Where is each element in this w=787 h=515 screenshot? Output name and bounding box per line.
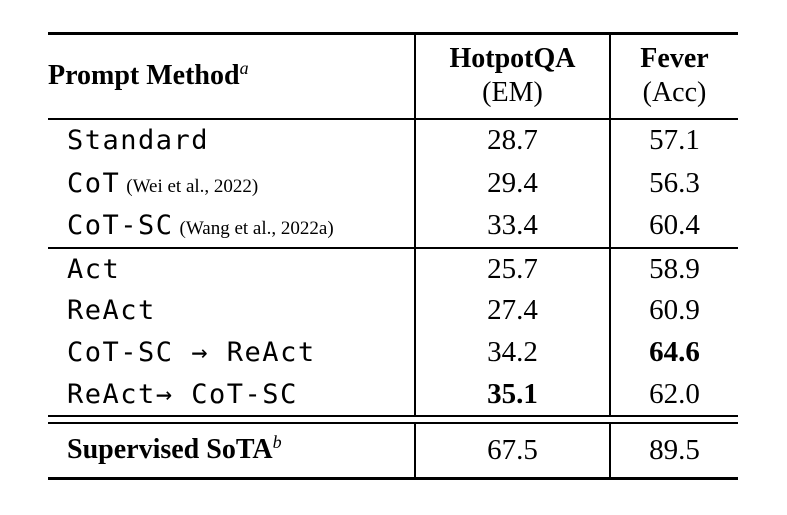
results-table: Prompt Methoda HotpotQA (EM) Fever (Acc)… [48, 32, 738, 480]
double-rule-spacer [48, 414, 738, 424]
prompt-method-label: Prompt Method [48, 60, 240, 92]
table-row-act: Act 25.7 58.9 [48, 246, 738, 290]
hotpotqa-value: 34.2 [414, 331, 610, 374]
footnote-marker-b: b [272, 432, 282, 453]
fever-value: 60.4 [609, 204, 738, 248]
table-row-cot-sc: CoT-SC (Wang et al., 2022a) 33.4 60.4 [48, 204, 738, 248]
hotpotqa-value: 67.5 [414, 422, 610, 479]
method-citation: (Wei et al., 2022) [126, 175, 259, 197]
method-name: CoT-SC → ReAct [67, 337, 316, 368]
fever-value: 89.5 [609, 422, 738, 479]
table-row-react: ReAct 27.4 60.9 [48, 289, 738, 332]
method-cell: ReAct→ CoT-SC [48, 374, 415, 416]
fever-value: 60.9 [609, 289, 738, 332]
method-cell: ReAct [48, 290, 415, 332]
method-cell: CoT (Wei et al., 2022) [48, 162, 415, 205]
hotpotqa-value: 25.7 [414, 246, 610, 290]
fever-value: 64.6 [609, 331, 738, 374]
method-name: CoT-SC [67, 210, 174, 241]
fever-value: 58.9 [609, 246, 738, 290]
supervised-sota-cell: Supervised SoTAb [48, 423, 415, 479]
supervised-sota-label: Supervised SoTA [67, 434, 273, 466]
hotpotqa-value: 35.1 [414, 373, 610, 416]
method-cell: Act [48, 246, 415, 290]
hotpotqa-value: 33.4 [414, 204, 610, 248]
fever-value: 57.1 [609, 118, 738, 162]
column-header-hotpotqa: HotpotQA (EM) [414, 33, 610, 120]
fever-value: 62.0 [609, 373, 738, 416]
method-citation: (Wang et al., 2022a) [179, 218, 334, 239]
table-row-supervised-sota: Supervised SoTAb 67.5 89.5 [48, 422, 738, 479]
table-header-row: Prompt Methoda HotpotQA (EM) Fever (Acc) [48, 33, 738, 120]
method-name: CoT [67, 167, 121, 199]
double-rule-divider [48, 414, 738, 424]
hotpotqa-value: 29.4 [414, 161, 610, 205]
table-row-cot: CoT (Wei et al., 2022) 29.4 56.3 [48, 161, 738, 205]
method-name: ReAct→ CoT-SC [67, 378, 298, 410]
method-cell: CoT-SC → ReAct [48, 332, 415, 374]
hotpotqa-value: 27.4 [414, 289, 610, 332]
footnote-marker-a: a [239, 58, 249, 79]
hotpotqa-header-metric: (EM) [482, 77, 543, 109]
fever-value: 56.3 [609, 161, 738, 205]
method-cell: Standard [48, 119, 415, 162]
method-name: Standard [67, 125, 210, 156]
table-row-standard: Standard 28.7 57.1 [48, 118, 738, 162]
table-row-cot-sc-to-react: CoT-SC → ReAct 34.2 64.6 [48, 331, 738, 374]
method-name: Act [67, 253, 121, 285]
table-row-react-to-cot-sc: ReAct→ CoT-SC 35.1 62.0 [48, 373, 738, 416]
fever-header-metric: (Acc) [642, 77, 707, 109]
column-header-prompt-method: Prompt Methoda [48, 33, 415, 120]
method-name: ReAct [67, 295, 156, 326]
column-header-fever: Fever (Acc) [609, 33, 738, 120]
hotpotqa-value: 28.7 [414, 118, 610, 162]
fever-header-title: Fever [640, 43, 709, 75]
method-cell: CoT-SC (Wang et al., 2022a) [48, 205, 415, 248]
hotpotqa-header-title: HotpotQA [449, 43, 576, 75]
